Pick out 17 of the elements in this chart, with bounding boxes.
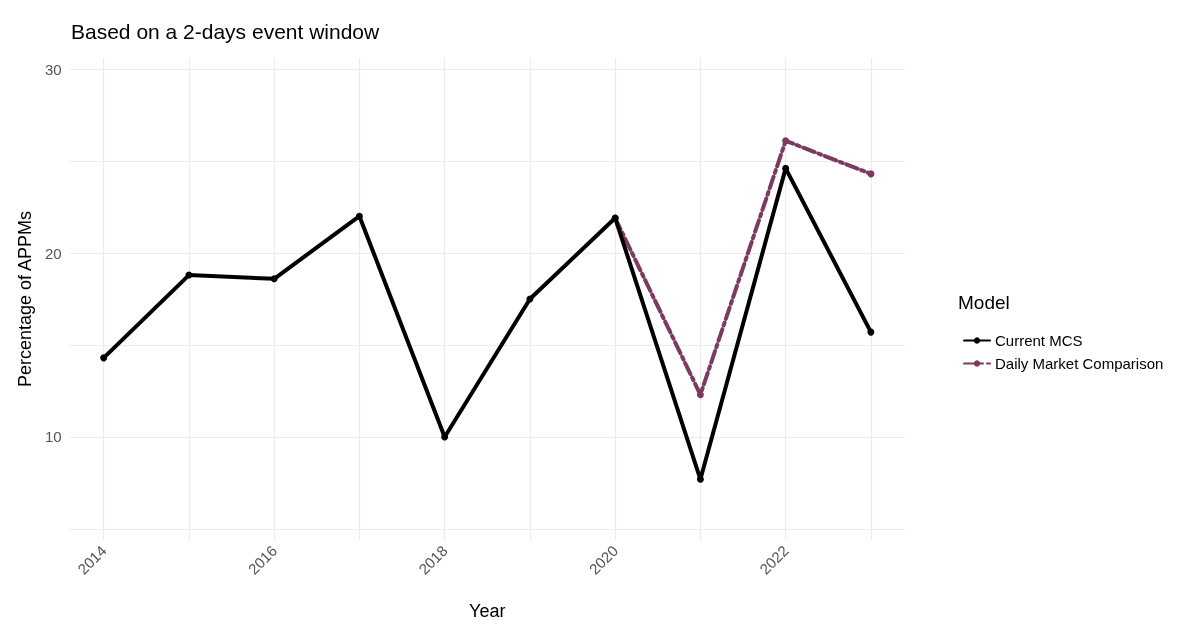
legend-label: Daily Market Comparison	[995, 355, 1164, 372]
point	[355, 212, 363, 220]
y-axis-title: Percentage of APPMs	[15, 210, 35, 388]
legend-label: Current MCS	[995, 332, 1083, 349]
y-tick-label: 20	[44, 244, 62, 262]
y-tick-label: 30	[44, 60, 62, 78]
point	[782, 137, 790, 145]
point	[696, 391, 704, 399]
legend-title: Model	[958, 292, 1010, 313]
point	[270, 275, 278, 283]
point	[100, 354, 108, 362]
point	[782, 164, 790, 172]
point	[867, 170, 875, 178]
x-axis-title: Year	[469, 601, 506, 621]
point	[867, 328, 875, 336]
chart-title: Based on a 2-days event window	[71, 20, 381, 43]
y-tick-label: 10	[44, 428, 62, 446]
